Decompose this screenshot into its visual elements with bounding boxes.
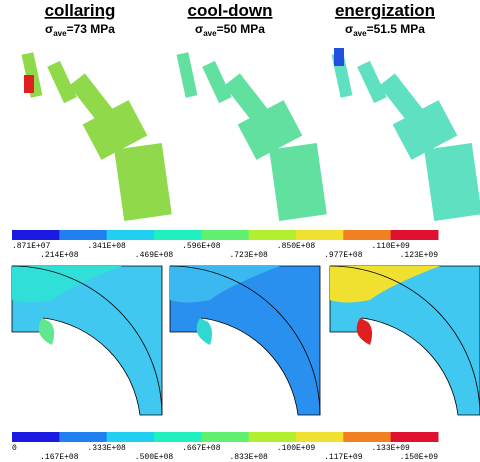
colorbar-segment [249,432,297,442]
colorbar-label: .117E+09 [324,453,363,462]
colorbar-segment [107,432,155,442]
colorbar-segment [154,230,202,240]
contour-panel [330,266,480,415]
panel-title: cool-down [188,1,273,20]
colorbar-segment [12,432,60,442]
panel-title: collaring [45,1,116,20]
hot-spot [24,75,34,93]
stress-value: =73 MPa [67,22,116,36]
colorbar-segment [343,432,391,442]
contour [197,318,212,345]
colorbar-label: .100E+09 [277,444,316,453]
colorbar-segment [201,432,249,442]
colorbar-label: .871E+07 [12,242,51,251]
figure: collaringσave=73 MPacool-downσave=50 MPa… [0,0,480,462]
colorbar-label: .214E+08 [40,251,79,260]
contour-plots [12,230,480,442]
panel-title: energization [335,1,435,20]
colorbar-label: .723E+08 [229,251,268,260]
colorbar-segment [391,432,439,442]
colorbar-segment [154,432,202,442]
stress-value: =50 MPa [217,22,266,36]
coil-panel [332,52,480,221]
colorbar-label: .333E+08 [87,444,126,453]
colorbar-label: .469E+08 [135,251,174,260]
cold-spot [334,48,344,66]
stress-label: σave=51.5 MPa [345,22,425,38]
contour [357,318,372,345]
contour [39,318,54,345]
stress-symbol: σ [45,22,53,36]
colorbar-segment [249,230,297,240]
colorbar-label: .150E+09 [400,453,439,462]
colorbar-segment [296,432,344,442]
colorbar-label: .133E+09 [371,444,410,453]
colorbar-label: .833E+08 [229,453,268,462]
colorbar-label: .596E+08 [182,242,221,251]
stress-symbol: σ [345,22,353,36]
colorbar-label: .341E+08 [87,242,126,251]
colorbar-segment [107,230,155,240]
colorbar-segment [343,230,391,240]
colorbar-label: .167E+08 [40,453,79,462]
stress-sub: ave [203,29,217,38]
colorbar-label: 0 [12,444,17,453]
coil-panel [22,52,172,221]
colorbar-label: .977E+08 [324,251,363,260]
contour-panel [170,266,320,415]
stress-value: =51.5 MPa [367,22,426,36]
contour-panel [12,266,162,415]
colorbar-segment [59,230,107,240]
stress-label: σave=50 MPa [195,22,265,38]
coil-panel [177,52,327,221]
colorbar-segment [391,230,439,240]
colorbar-label: .500E+08 [135,453,174,462]
colorbar-label: .667E+08 [182,444,221,453]
colorbar-segment [201,230,249,240]
stress-symbol: σ [195,22,203,36]
colorbar-segment [12,230,60,240]
colorbar-segment [59,432,107,442]
colorbar-label: .110E+09 [371,242,410,251]
stress-label: σave=73 MPa [45,22,115,38]
stress-sub: ave [353,29,367,38]
colorbar-label: .850E+08 [277,242,316,251]
stress-sub: ave [53,29,67,38]
colorbar-segment [296,230,344,240]
colorbar-label: .123E+09 [400,251,439,260]
